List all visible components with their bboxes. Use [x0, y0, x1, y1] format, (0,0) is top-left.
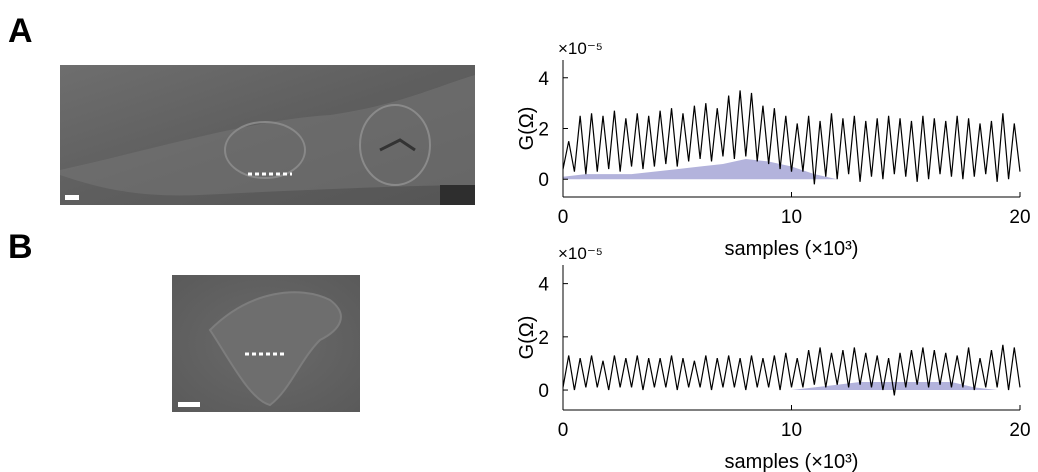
y-tick-label: 0	[538, 381, 549, 402]
panel-letter: A	[8, 12, 33, 50]
x-tick-label: 10	[781, 207, 802, 228]
y-tick-label: 4	[538, 69, 549, 90]
y-tick-label: 2	[538, 328, 549, 349]
micrograph	[172, 275, 360, 412]
x-axis-label: samples (×10³)	[725, 451, 859, 472]
panel-letter: B	[8, 228, 33, 266]
x-axis-label: samples (×10³)	[725, 238, 859, 260]
y-tick-label: 0	[538, 170, 549, 191]
y-axis-label: G(Ω)	[516, 107, 538, 151]
micrograph	[60, 65, 475, 205]
line	[562, 90, 1021, 185]
axis-multiplier: ×10⁻⁵	[558, 244, 603, 263]
y-tick-label: 2	[538, 120, 549, 141]
x-tick-label: 0	[558, 207, 569, 228]
x-tick-label: 0	[558, 420, 569, 441]
y-axis-label: G(Ω)	[516, 316, 538, 360]
y-tick-label: 4	[538, 275, 549, 296]
x-tick-label: 10	[781, 420, 802, 441]
axis-multiplier: ×10⁻⁵	[558, 39, 603, 58]
x-tick-label: 20	[1009, 420, 1030, 441]
x-tick-label: 20	[1009, 207, 1030, 228]
line	[562, 344, 1021, 396]
